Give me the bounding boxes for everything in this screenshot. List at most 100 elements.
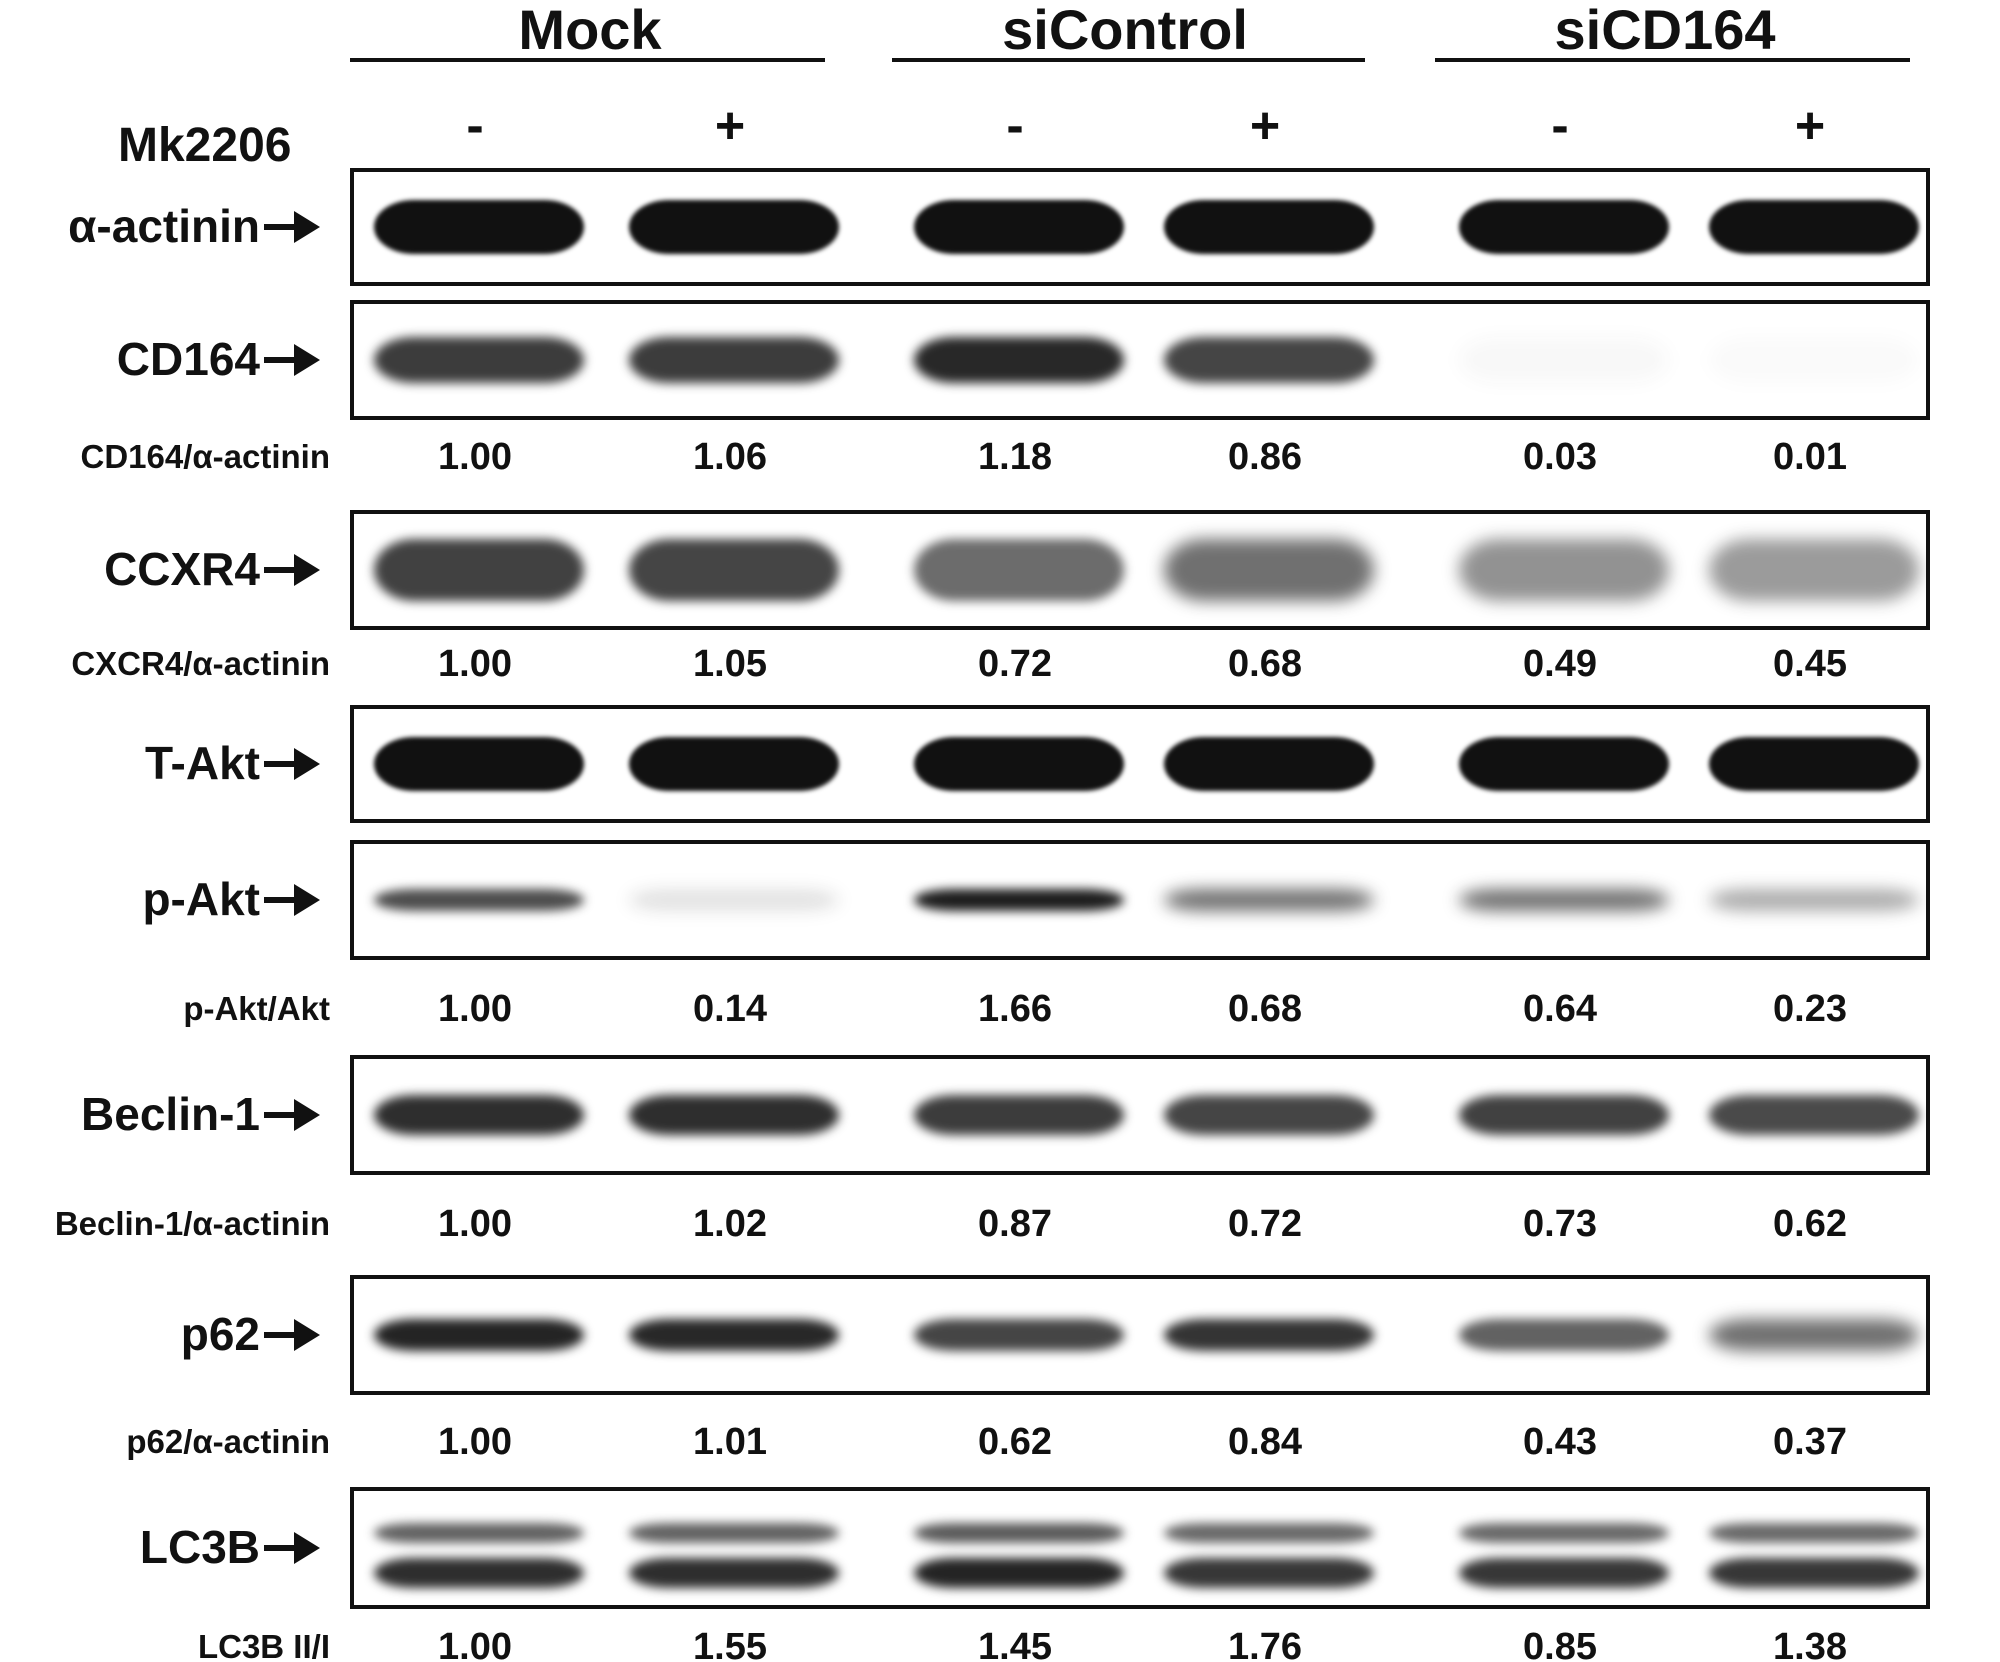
band-beclin-1 — [1164, 1095, 1374, 1135]
band-t-akt — [1459, 737, 1669, 791]
ratio-value: 0.62 — [978, 1421, 1052, 1463]
band-p62 — [374, 1319, 584, 1351]
blot-label-p-akt: p-Akt — [142, 873, 260, 925]
band-cd164 — [1709, 337, 1919, 383]
ratio-value: 0.87 — [978, 1203, 1052, 1245]
ratio-value: 1.00 — [438, 436, 512, 478]
ratio-value: 1.55 — [693, 1626, 767, 1662]
band-lc3b-i — [1459, 1522, 1669, 1543]
band-p62 — [1164, 1319, 1374, 1351]
group-underline — [1435, 58, 1910, 62]
band-ccxr4 — [1164, 539, 1374, 601]
ratio-value: 1.45 — [978, 1626, 1052, 1662]
band-p-akt — [914, 889, 1124, 911]
group-underline — [350, 58, 825, 62]
ratio-value: 0.85 — [1523, 1626, 1597, 1662]
blot-label-p62: p62 — [180, 1308, 260, 1360]
blot-panel-p62 — [350, 1275, 1930, 1395]
ratio-value: 1.76 — [1228, 1626, 1302, 1662]
arrow-right-icon — [264, 554, 320, 586]
blot-label-lc3b: LC3B — [139, 1521, 260, 1573]
ratio-value: 1.00 — [438, 1421, 512, 1463]
band-p62 — [1459, 1319, 1669, 1351]
blot-panel-lc3b — [350, 1487, 1930, 1609]
band-beclin-1 — [374, 1095, 584, 1135]
ratio-value: 0.86 — [1228, 436, 1302, 478]
ratio-value: 0.84 — [1228, 1421, 1302, 1463]
band-cd164 — [1164, 337, 1374, 383]
ratio-value: 0.72 — [1228, 1203, 1302, 1245]
band-alpha-actinin — [374, 200, 584, 254]
group-underline — [892, 58, 1365, 62]
treatment-minus: - — [466, 97, 484, 155]
ratio-value: 1.02 — [693, 1203, 767, 1245]
arrow-right-icon — [264, 1099, 320, 1131]
treatment-minus: - — [1006, 97, 1024, 155]
band-lc3b-ii — [374, 1558, 584, 1589]
band-ccxr4 — [1709, 539, 1919, 601]
band-t-akt — [629, 737, 839, 791]
ratio-value: 0.23 — [1773, 988, 1847, 1030]
band-beclin-1 — [629, 1095, 839, 1135]
ratio-value: 0.01 — [1773, 436, 1847, 478]
ratio-value: 1.05 — [693, 643, 767, 685]
band-p-akt — [1459, 889, 1669, 911]
band-p-akt — [629, 889, 839, 911]
band-lc3b-ii — [1164, 1558, 1374, 1589]
blot-label-cd164: CD164 — [116, 333, 260, 385]
blot-panel-ccxr4 — [350, 510, 1930, 630]
ratio-label-p62: p62/α-actinin — [126, 1423, 330, 1460]
band-t-akt — [374, 737, 584, 791]
group-label-sicd164: siCD164 — [1554, 0, 1776, 61]
ratio-value: 1.01 — [693, 1421, 767, 1463]
band-p62 — [1709, 1319, 1919, 1351]
ratio-value: 1.00 — [438, 1203, 512, 1245]
ratio-value: 1.38 — [1773, 1626, 1847, 1662]
band-t-akt — [914, 737, 1124, 791]
ratio-value: 1.00 — [438, 988, 512, 1030]
band-p-akt — [1164, 889, 1374, 911]
ratio-value: 0.43 — [1523, 1421, 1597, 1463]
blot-label-t-akt: T-Akt — [145, 737, 260, 789]
ratio-value: 0.64 — [1523, 988, 1597, 1030]
band-lc3b-ii — [1709, 1558, 1919, 1589]
ratio-value: 0.03 — [1523, 436, 1597, 478]
treatment-plus: + — [714, 97, 746, 155]
blot-label-beclin-1: Beclin-1 — [81, 1088, 260, 1140]
band-p-akt — [374, 889, 584, 911]
band-cd164 — [629, 337, 839, 383]
band-t-akt — [1164, 737, 1374, 791]
treatment-plus: + — [1794, 97, 1826, 155]
band-cd164 — [914, 337, 1124, 383]
band-beclin-1 — [1459, 1095, 1669, 1135]
band-alpha-actinin — [1164, 200, 1374, 254]
blot-label-alpha-actinin: α-actinin — [68, 200, 260, 252]
ratio-value: 1.18 — [978, 436, 1052, 478]
group-label-mock: Mock — [518, 0, 662, 61]
band-p62 — [914, 1319, 1124, 1351]
ratio-value: 0.68 — [1228, 988, 1302, 1030]
arrow-right-icon — [264, 344, 320, 376]
ratio-label-ccxr4: CXCR4/α-actinin — [71, 645, 330, 682]
band-lc3b-ii — [629, 1558, 839, 1589]
treatment-minus: - — [1551, 97, 1569, 155]
blot-panel-beclin-1 — [350, 1055, 1930, 1175]
ratio-value: 1.00 — [438, 1626, 512, 1662]
band-p62 — [629, 1319, 839, 1351]
ratio-value: 1.66 — [978, 988, 1052, 1030]
band-ccxr4 — [1459, 539, 1669, 601]
band-cd164 — [1459, 337, 1669, 383]
band-alpha-actinin — [914, 200, 1124, 254]
band-lc3b-i — [374, 1522, 584, 1543]
ratio-value: 1.06 — [693, 436, 767, 478]
arrow-right-icon — [264, 1319, 320, 1351]
band-lc3b-ii — [914, 1558, 1124, 1589]
blot-panel-t-akt — [350, 705, 1930, 823]
blot-panel-cd164 — [350, 300, 1930, 420]
band-lc3b-i — [1709, 1522, 1919, 1543]
ratio-label-cd164: CD164/α-actinin — [80, 438, 330, 475]
band-t-akt — [1709, 737, 1919, 791]
band-alpha-actinin — [1709, 200, 1919, 254]
band-ccxr4 — [914, 539, 1124, 601]
band-beclin-1 — [1709, 1095, 1919, 1135]
